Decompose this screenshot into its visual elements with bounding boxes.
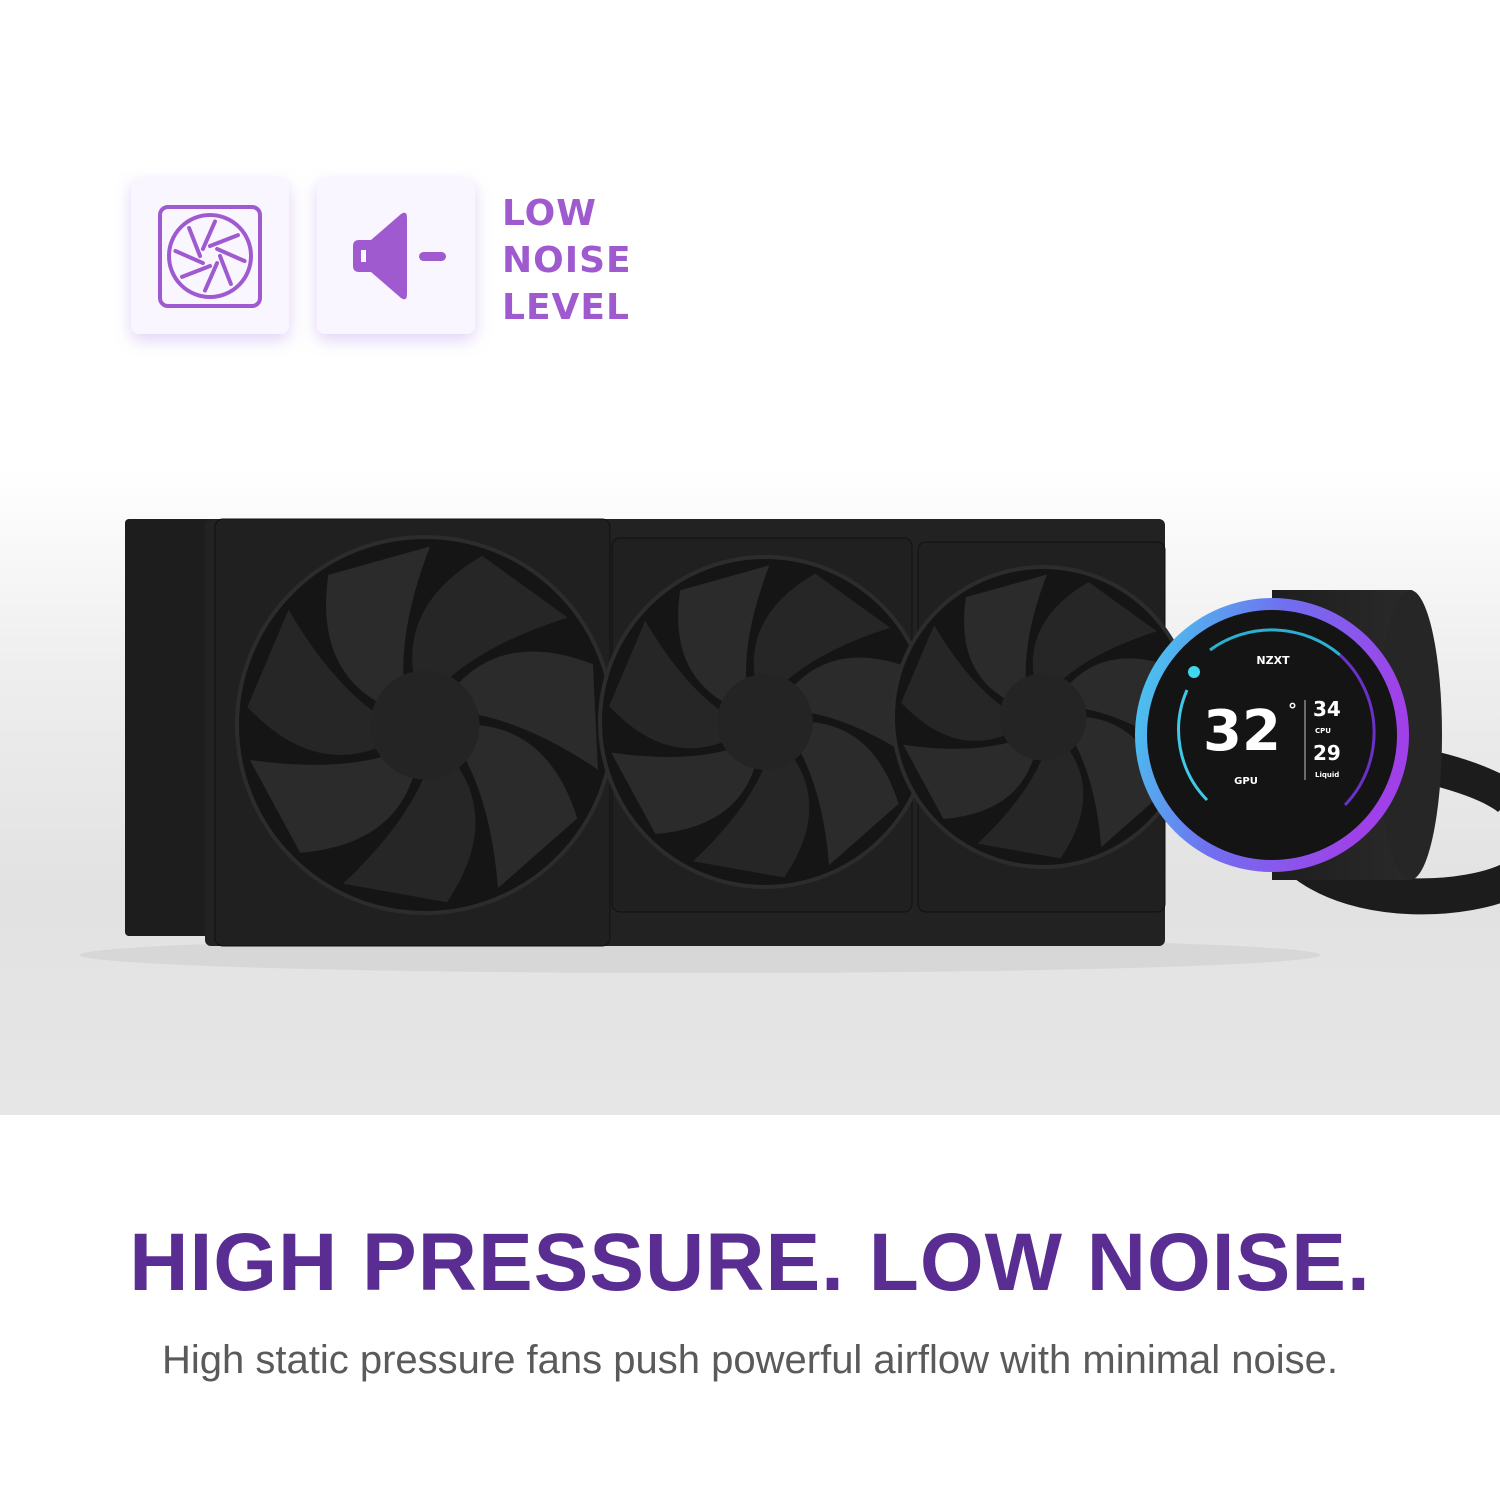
fan-badge	[131, 178, 289, 334]
feature-label: LOW NOISE LEVEL	[502, 190, 632, 331]
radiator-end-tank	[125, 519, 215, 936]
lcd-liquid-temp: 29	[1313, 741, 1341, 765]
lcd-cpu-temp: 34	[1313, 697, 1341, 721]
lcd-screen	[1147, 610, 1397, 860]
lcd-brand: NZXT	[1256, 654, 1290, 667]
lcd-degree: °	[1288, 700, 1297, 721]
feature-label-line: LOW	[502, 193, 597, 234]
fan-blade	[326, 546, 431, 703]
fan-blade	[964, 574, 1047, 699]
lcd-liquid-label: Liquid	[1315, 771, 1339, 779]
fan-hub	[717, 674, 813, 770]
fan-blade	[611, 749, 755, 835]
fan-blade	[793, 657, 917, 762]
fan-blade	[800, 722, 899, 866]
fan-blade	[609, 620, 724, 749]
fan-blade	[247, 609, 378, 755]
speaker-badge	[317, 178, 475, 334]
lcd-cpu-label: CPU	[1315, 727, 1331, 735]
fan-blade	[465, 725, 578, 889]
fan-icon	[158, 205, 262, 308]
fan-blade	[903, 742, 1034, 819]
fan-blade	[249, 756, 414, 853]
speaker-low-volume-icon	[353, 212, 446, 300]
pump-head: NZXT 32 ° GPU 34 CPU 29 Liquid	[1135, 590, 1442, 880]
feature-label-line: LEVEL	[502, 287, 630, 328]
fan-blade	[678, 565, 770, 702]
fan-2	[598, 537, 932, 913]
headline: HIGH PRESSURE. LOW NOISE.	[129, 1217, 1371, 1308]
fan-1	[214, 518, 615, 947]
fan-blade	[343, 766, 476, 903]
lcd-gpu-temp: 32	[1203, 699, 1281, 764]
fan-blade	[1032, 581, 1157, 680]
fan-blade	[412, 555, 568, 679]
fan-blade	[457, 651, 598, 770]
fan-blade	[753, 573, 891, 681]
subheadline: High static pressure fans push powerful …	[161, 1338, 1339, 1382]
feature-label-line: NOISE	[502, 240, 632, 281]
fan-blade	[693, 758, 810, 878]
fan-blade	[977, 749, 1084, 859]
aio-cooler-image: NZXT 32 ° GPU 34 CPU 29 Liquid	[80, 518, 1500, 973]
fan-hub	[999, 673, 1087, 761]
fan-hub	[370, 670, 480, 780]
lcd-gpu-label: GPU	[1234, 776, 1258, 787]
fan-blade	[901, 625, 1006, 741]
